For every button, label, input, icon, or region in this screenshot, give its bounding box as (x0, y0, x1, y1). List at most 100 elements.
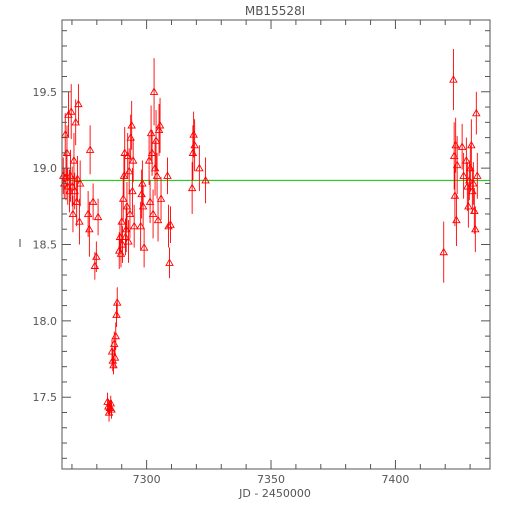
data-point (128, 139, 138, 182)
data-point (138, 184, 148, 228)
y-tick-label: 19.0 (33, 162, 58, 175)
data-point (155, 97, 165, 153)
data-point (439, 221, 448, 283)
data-point (110, 346, 120, 369)
data-point (137, 169, 146, 219)
data-point (65, 169, 74, 213)
data-point (148, 189, 158, 239)
data-point (452, 194, 461, 247)
y-axis-label: I (18, 237, 21, 250)
triangle-marker (148, 209, 158, 218)
data-point (163, 157, 172, 195)
triangle-marker (138, 201, 148, 210)
triangle-marker (119, 171, 129, 179)
data-point (457, 123, 467, 170)
data-point (153, 198, 163, 242)
data-point (164, 204, 173, 248)
triangle-marker (138, 179, 147, 187)
triangle-marker (69, 156, 79, 164)
triangle-marker (189, 130, 198, 138)
data-point (473, 152, 482, 199)
x-tick-label: 7400 (381, 473, 409, 486)
triangle-marker (472, 108, 481, 117)
triangle-marker (85, 224, 94, 233)
triangle-marker (201, 175, 210, 184)
triangle-marker (75, 217, 84, 225)
data-point (462, 137, 471, 184)
triangle-marker (464, 201, 473, 210)
data-point (118, 175, 128, 222)
data-point (129, 204, 139, 248)
data-point (85, 125, 95, 175)
triangle-marker (118, 194, 128, 202)
data-point (149, 58, 159, 126)
triangle-marker (465, 175, 474, 184)
data-point (74, 84, 83, 124)
data-point (66, 84, 76, 140)
triangle-marker (155, 120, 165, 129)
triangle-marker (163, 171, 172, 179)
triangle-marker (127, 120, 136, 129)
triangle-marker (152, 171, 162, 179)
data-point (127, 100, 136, 150)
triangle-marker (65, 186, 74, 195)
triangle-marker (85, 145, 95, 153)
data-point (470, 187, 479, 234)
triangle-marker (466, 163, 475, 172)
data-point (189, 111, 198, 158)
data-point (156, 177, 166, 221)
triangle-marker (449, 75, 458, 83)
triangle-marker (139, 243, 149, 251)
triangle-marker (151, 136, 161, 144)
triangle-marker (88, 197, 98, 205)
data-point (136, 201, 145, 251)
data-point (107, 400, 116, 419)
triangle-marker (145, 197, 155, 205)
x-tick-label: 7350 (257, 473, 285, 486)
data-point (154, 103, 164, 156)
data-point (466, 145, 475, 192)
data-point (119, 154, 129, 198)
triangle-marker (125, 209, 135, 218)
data-point (124, 148, 134, 195)
triangle-marker (71, 117, 80, 126)
triangle-marker (124, 237, 133, 245)
data-point (83, 191, 93, 237)
data-point (467, 119, 476, 172)
data-point (88, 183, 98, 221)
data-point (195, 145, 204, 192)
data-point (93, 198, 103, 236)
data-point (147, 129, 157, 176)
data-point (452, 136, 462, 195)
triangle-marker (439, 247, 448, 256)
triangle-marker (75, 179, 85, 187)
data-point (150, 140, 160, 196)
triangle-marker (452, 160, 462, 169)
triangle-marker (83, 209, 93, 218)
data-point (112, 287, 122, 318)
triangle-marker (190, 140, 199, 149)
data-point (472, 91, 481, 135)
y-tick-label: 18.0 (33, 315, 58, 328)
triangle-marker (74, 99, 83, 108)
data-point (122, 181, 132, 231)
data-point (139, 227, 149, 268)
triangle-marker (473, 171, 482, 179)
triangle-marker (106, 398, 116, 407)
data-points-layer (58, 49, 482, 422)
data-point (126, 114, 135, 161)
data-point (60, 113, 70, 156)
triangle-marker (156, 194, 166, 202)
triangle-marker (122, 201, 132, 210)
triangle-marker (452, 215, 461, 224)
data-point (151, 110, 161, 172)
data-point (201, 157, 210, 204)
x-tick-label: 7300 (133, 473, 161, 486)
data-point (120, 126, 129, 179)
data-point (68, 195, 78, 233)
triangle-marker (107, 346, 117, 355)
data-point (468, 168, 477, 214)
data-point (469, 162, 478, 205)
data-point (459, 152, 468, 199)
